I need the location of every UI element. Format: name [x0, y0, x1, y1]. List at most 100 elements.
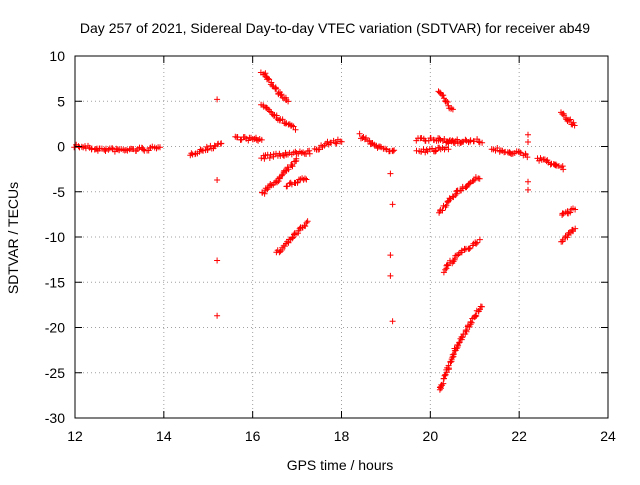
y-tick-label: 0 [57, 139, 65, 155]
x-tick-label: 16 [245, 428, 261, 444]
x-tick-label: 24 [600, 428, 616, 444]
x-tick-label: 12 [67, 428, 83, 444]
data-point [445, 362, 452, 369]
data-point [471, 176, 478, 183]
data-point [494, 145, 501, 151]
data-point [261, 155, 268, 162]
data-point [140, 146, 147, 153]
y-tick-label: 5 [57, 93, 65, 109]
x-tick-label: 14 [156, 428, 172, 444]
data-point [516, 149, 523, 156]
data-point [387, 252, 394, 259]
data-point [456, 339, 462, 346]
data-point [475, 138, 482, 145]
data-point [266, 108, 273, 115]
y-tick-label: -25 [45, 365, 65, 381]
data-point [453, 345, 460, 352]
data-point [389, 318, 396, 325]
data-point [443, 98, 450, 104]
data-point [338, 138, 345, 145]
data-point [566, 117, 573, 124]
data-point [294, 179, 301, 186]
data-point [452, 192, 459, 199]
data-point [261, 190, 268, 197]
data-point [463, 327, 470, 334]
data-point [524, 154, 531, 161]
y-axis-label: SDTVAR / TECUs [5, 182, 21, 294]
data-point [157, 144, 163, 151]
data-point [333, 140, 340, 147]
data-point [525, 186, 531, 193]
data-point [474, 239, 481, 246]
data-point [88, 145, 95, 152]
data-point [356, 130, 363, 137]
data-point [476, 236, 483, 243]
data-point [525, 178, 531, 185]
data-point [387, 272, 394, 279]
data-point [462, 136, 469, 143]
axis-ticks: 12 14 16 18 20 22 24 -30 -25 -20 -15 -10 -5 0 5 10 [45, 48, 616, 444]
data-point [267, 181, 274, 187]
data-point [332, 139, 339, 146]
data-point [361, 136, 368, 143]
data-point [258, 136, 265, 143]
data-point [479, 303, 485, 310]
data-point [441, 136, 448, 142]
data-point [290, 123, 297, 130]
data-point [316, 146, 323, 153]
data-point [567, 209, 574, 216]
x-tick-label: 22 [511, 428, 527, 444]
data-point [306, 147, 313, 154]
y-tick-label: -30 [45, 410, 65, 426]
data-point [467, 137, 474, 144]
data-point [476, 175, 483, 182]
data-point [466, 180, 473, 187]
data-point [278, 91, 285, 98]
data-point [293, 155, 300, 162]
y-tick-label: 10 [49, 48, 65, 64]
data-point [306, 150, 313, 157]
data-point [266, 76, 273, 83]
data-point [292, 126, 299, 133]
data-point [363, 134, 369, 141]
y-tick-label: -5 [53, 184, 66, 200]
data-point [473, 313, 480, 319]
data-point [278, 172, 285, 179]
data-point [443, 202, 450, 209]
grid [75, 56, 608, 418]
data-point [214, 177, 221, 183]
data-point [266, 155, 273, 161]
data-point [440, 92, 447, 99]
chart-title: Day 257 of 2021, Sidereal Day-to-day VTE… [80, 20, 590, 36]
data-point [211, 142, 218, 149]
data-point [470, 177, 477, 184]
data-point [444, 99, 451, 105]
data-point [441, 372, 448, 379]
data-point [446, 195, 453, 202]
data-point [204, 146, 211, 153]
data-point [289, 163, 296, 170]
data-point [442, 266, 449, 273]
data-point [445, 146, 452, 153]
data-point [572, 225, 579, 232]
data-point [467, 318, 474, 325]
x-tick-label: 18 [334, 428, 350, 444]
data-point [466, 245, 473, 252]
data-point [466, 323, 473, 330]
data-point [440, 375, 447, 382]
y-tick-label: -20 [45, 320, 65, 336]
data-point [285, 166, 292, 173]
data-point [279, 116, 286, 123]
data-point [391, 147, 398, 154]
data-point [449, 351, 456, 358]
data-point [304, 218, 311, 225]
data-point [302, 175, 308, 182]
data-point [440, 269, 447, 276]
data-point [214, 257, 221, 264]
data-point [218, 140, 225, 147]
data-point [479, 139, 486, 146]
data-point [281, 243, 288, 250]
data-point [265, 75, 272, 82]
